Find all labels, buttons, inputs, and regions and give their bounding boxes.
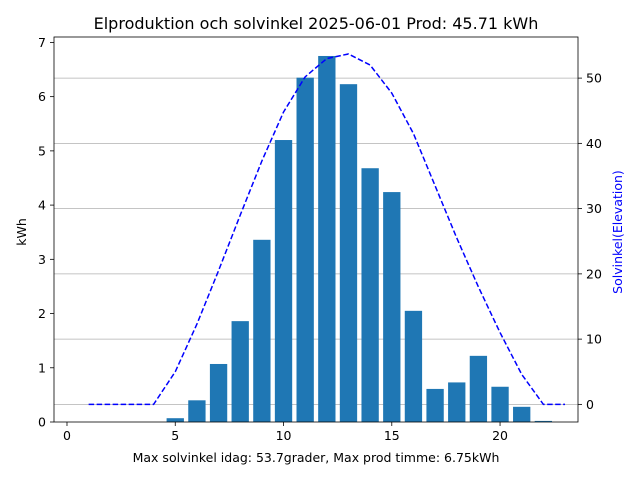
- bar-hour-7: [209, 363, 228, 422]
- y-left-tick-label-5: 5: [38, 143, 46, 158]
- bar-hour-15: [383, 192, 401, 422]
- axes: [50, 36, 582, 426]
- x-tick-label-10: 10: [276, 428, 292, 443]
- bar-hour-11: [296, 77, 314, 423]
- y-right-tick-label-10: 10: [586, 332, 602, 347]
- y-left-tick-label-0: 0: [38, 415, 46, 430]
- y-right-tick-label-20: 20: [586, 266, 602, 281]
- bar-hour-21: [513, 406, 531, 422]
- x-tick-label-20: 20: [492, 428, 508, 443]
- bar-hour-14: [361, 168, 379, 422]
- y-left-tick-label-7: 7: [38, 35, 46, 50]
- y-left-tick-label-1: 1: [38, 360, 46, 375]
- bar-hour-17: [426, 388, 444, 422]
- grid-lines: [54, 77, 578, 405]
- y-left-tick-label-4: 4: [38, 198, 46, 213]
- bar-hour-10: [274, 140, 293, 422]
- bar-series: [166, 55, 553, 423]
- chart-title: Elproduktion och solvinkel 2025-06-01 Pr…: [94, 14, 539, 33]
- x-tick-label-5: 5: [171, 428, 179, 443]
- bar-hour-6: [188, 400, 206, 422]
- tick-labels: 0 5 10 15 20 0 1 2 3 4 5 6 7 0 10 20 30 40 50: [38, 35, 602, 443]
- bar-hour-19: [469, 355, 488, 422]
- bar-hour-22: [534, 420, 553, 422]
- x-tick-label-0: 0: [63, 428, 71, 443]
- bar-hour-12: [318, 55, 336, 422]
- y-right-tick-label-30: 30: [586, 201, 602, 216]
- y-axis-right-label: Solvinkel(Elevation): [610, 170, 625, 294]
- y-left-tick-label-2: 2: [38, 306, 46, 321]
- y-left-tick-label-6: 6: [38, 89, 46, 104]
- elevation-line: [88, 53, 566, 406]
- y-right-tick-label-0: 0: [586, 397, 594, 412]
- x-tick-label-15: 15: [384, 428, 400, 443]
- y-left-tick-label-3: 3: [38, 252, 46, 267]
- y-right-tick-label-50: 50: [586, 71, 602, 86]
- bar-hour-8: [231, 321, 249, 422]
- x-axis-label: Max solvinkel idag: 53.7grader, Max prod…: [133, 450, 500, 465]
- bar-hour-9: [253, 239, 271, 422]
- plot-frame: [53, 36, 579, 423]
- bar-hour-13: [339, 84, 358, 422]
- elevation-series: [88, 53, 566, 406]
- bar-hour-5: [166, 418, 184, 422]
- bar-hour-20: [491, 386, 509, 422]
- y-axis-left-label: kWh: [14, 218, 29, 246]
- y-right-tick-label-40: 40: [586, 136, 602, 151]
- bar-hour-18: [448, 382, 466, 422]
- bar-hour-16: [404, 310, 423, 422]
